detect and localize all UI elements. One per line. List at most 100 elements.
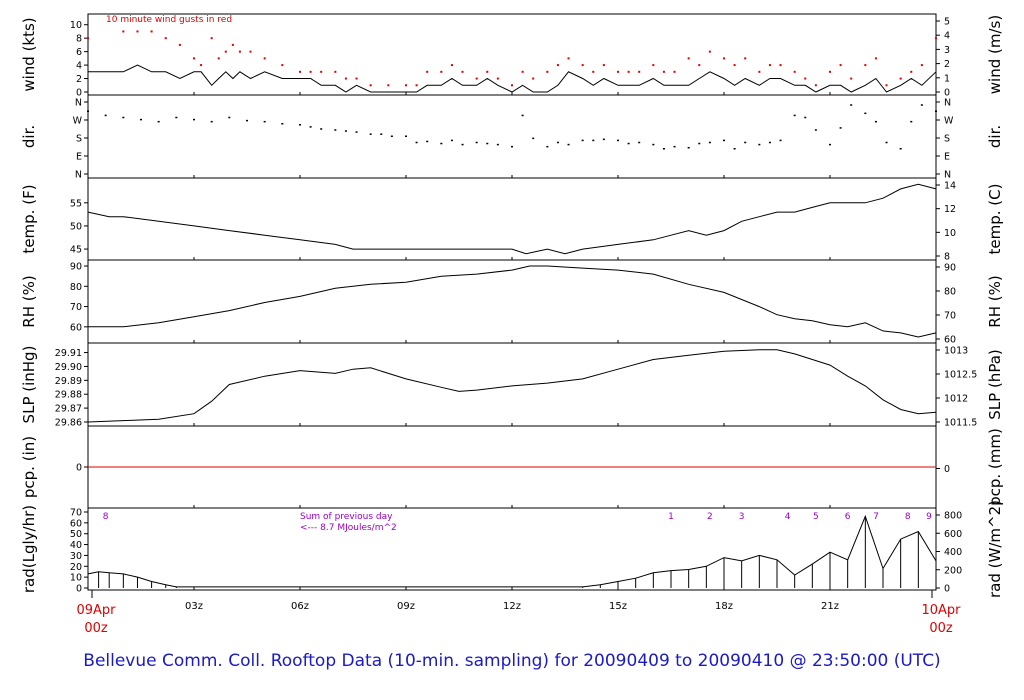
x-tick-label: 21z — [821, 601, 839, 612]
chart-title: Bellevue Comm. Coll. Rooftop Data (10-mi… — [83, 651, 940, 671]
right-tick-label-temp: 14 — [944, 181, 956, 192]
wind-gust-point — [874, 57, 877, 60]
left-axis-label-rad: rad(Lgly/hr) — [20, 505, 38, 593]
wind-gust-point — [839, 64, 842, 67]
wind-gust-point — [231, 43, 234, 46]
wind-gust-point — [920, 64, 923, 67]
wind-gust-point — [673, 70, 676, 73]
wind-direction-point — [804, 116, 807, 119]
right-tick-label-dir: W — [944, 116, 954, 127]
left-tick-label-slp: 29.88 — [55, 390, 82, 401]
radiation-hour-label: 1 — [668, 512, 674, 522]
panel-frame-rh — [87, 259, 937, 344]
left-tick-label-rad: 30 — [70, 551, 82, 562]
wind-direction-point — [885, 141, 888, 144]
left-axis-label-wind: wind (kts) — [20, 17, 38, 91]
x-tick-label: 09z — [397, 601, 415, 612]
wind-gust-point — [320, 70, 323, 73]
wind-gust-point — [885, 84, 888, 87]
left-tick-label-rh: 60 — [70, 322, 82, 333]
wind-direction-point — [210, 120, 213, 123]
wind-direction-point — [687, 146, 690, 149]
left-tick-label-temp: 55 — [70, 198, 82, 209]
wind-gust-point — [426, 70, 429, 73]
wind-gust-point — [461, 70, 464, 73]
right-tick-label-pcp: 0 — [944, 464, 950, 475]
wind-direction-point — [592, 139, 595, 142]
wind-gust-point — [546, 70, 549, 73]
wind-direction-point — [87, 110, 89, 112]
left-tick-label-rad: 10 — [70, 573, 82, 584]
radiation-hour-label: 8 — [905, 512, 911, 522]
right-tick-label-rad: 800 — [944, 511, 962, 522]
left-tick-label-dir: E — [76, 152, 82, 163]
right-tick-label-wind: 0 — [944, 88, 950, 99]
wind-gust-point — [415, 84, 418, 87]
left-tick-label-rh: 70 — [70, 302, 82, 313]
wind-direction-point — [320, 128, 323, 130]
wind-gust-point — [496, 77, 499, 80]
wind-gust-point — [344, 77, 347, 80]
rh-line — [88, 265, 937, 338]
wind-gust-point — [804, 77, 807, 80]
wind-direction-point — [617, 139, 619, 142]
wind-gust-point — [122, 30, 125, 33]
right-tick-label-wind: 5 — [944, 17, 950, 28]
left-tick-label-slp: 29.87 — [55, 404, 82, 415]
wind-gust-point — [744, 57, 747, 60]
wind-gust-point — [532, 77, 535, 80]
wind-direction-point — [405, 135, 407, 137]
wind-gust-point — [779, 64, 782, 67]
wind-direction-point — [850, 104, 853, 106]
wind-gust-point — [440, 70, 443, 73]
wind-direction-point — [935, 110, 937, 112]
right-tick-label-wind: 4 — [944, 31, 950, 42]
right-tick-label-temp: 10 — [944, 228, 956, 239]
wind-direction-point — [122, 116, 125, 119]
wind-gust-point — [193, 57, 195, 60]
left-axis-label-slp: SLP (inHg) — [20, 346, 38, 424]
radiation-hour-label: 2 — [707, 512, 713, 522]
left-axis-label-rh: RH (%) — [20, 275, 38, 327]
wind-direction-point — [281, 123, 284, 125]
wind-direction-point — [380, 133, 383, 135]
wind-direction-point — [450, 139, 453, 142]
wind-direction-point — [532, 137, 535, 140]
right-tick-label-dir: N — [944, 170, 951, 181]
wind-gust-point — [405, 84, 407, 87]
right-tick-label-dir: S — [944, 134, 950, 145]
right-tick-label-rh: 90 — [944, 263, 956, 274]
left-tick-label-dir: S — [76, 134, 82, 145]
wind-gust-point — [910, 70, 913, 73]
right-axis-label-rad: rad (W/m^2) — [986, 500, 1004, 598]
radiation-hour-label: 7 — [873, 512, 879, 522]
panel-frame-rad — [87, 507, 937, 591]
wind-direction-point — [793, 114, 796, 117]
right-tick-label-dir: E — [944, 152, 950, 163]
wind-gust-point — [355, 77, 358, 80]
wind-direction-point — [299, 124, 301, 126]
sustained-wind-line — [88, 64, 937, 93]
left-axis-label-dir: dir. — [20, 125, 38, 148]
left-tick-label-slp: 29.91 — [55, 348, 82, 359]
wind-direction-point — [602, 138, 605, 141]
right-tick-label-slp: 1012 — [944, 394, 968, 405]
panel-frame-wind — [87, 13, 937, 96]
left-tick-label-wind: 6 — [76, 47, 82, 58]
wind-gust-point — [935, 37, 937, 40]
wind-direction-point — [521, 114, 524, 117]
wind-direction-point — [140, 118, 142, 121]
wind-gust-point — [486, 70, 489, 73]
wind-gust-point — [87, 37, 89, 40]
panel-frame-slp — [87, 342, 937, 427]
radiation-outline — [87, 514, 937, 588]
slp-line — [87, 349, 937, 423]
left-tick-label-rad: 40 — [70, 540, 82, 551]
chart-marks: 10 minute wind gusts in red Sum of previo… — [87, 15, 937, 588]
wind-gust-point — [899, 77, 902, 80]
wind-gust-point — [263, 57, 266, 60]
wind-gust-point — [864, 64, 867, 67]
radiation-hour-label: 9 — [926, 512, 932, 522]
